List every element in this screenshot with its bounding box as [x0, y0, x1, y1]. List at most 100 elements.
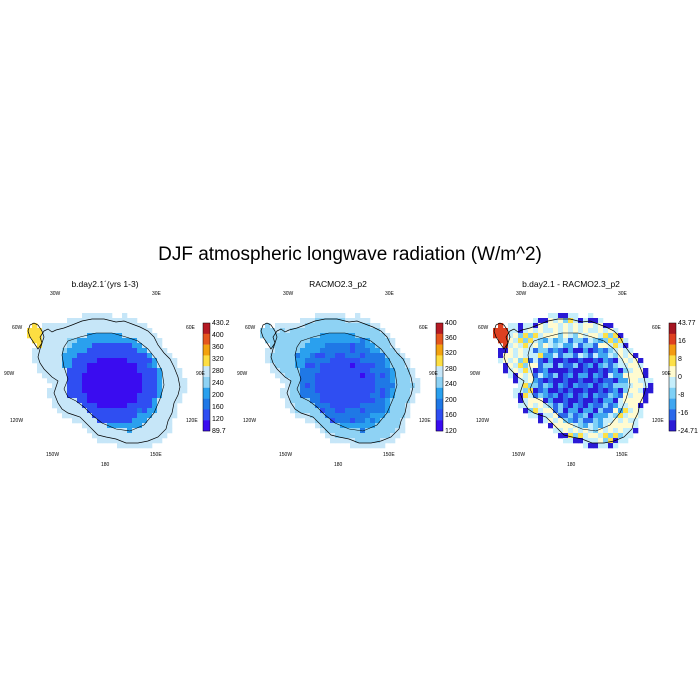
grid-cell [558, 378, 564, 384]
grid-cell [137, 373, 143, 379]
grid-cell [107, 323, 113, 329]
grid-cell [345, 328, 351, 334]
grid-cell [127, 378, 133, 384]
grid-cell [380, 408, 386, 414]
grid-cell [320, 348, 326, 354]
grid-cell [360, 408, 366, 414]
grid-cell [315, 408, 321, 414]
grid-cell [395, 383, 401, 389]
grid-cell [360, 358, 366, 364]
grid-cell [310, 348, 316, 354]
grid-cell [355, 408, 361, 414]
grid-cell [87, 393, 93, 399]
grid-cell [92, 328, 98, 334]
grid-cell [147, 423, 153, 429]
grid-cell [568, 383, 574, 389]
grid-cell [623, 408, 629, 414]
longitude-label: 150E [616, 452, 628, 458]
grid-cell [97, 338, 103, 344]
grid-cell [285, 403, 291, 409]
grid-cell [638, 398, 644, 404]
grid-cell [97, 368, 103, 374]
grid-cell [558, 388, 564, 394]
grid-cell [523, 338, 529, 344]
grid-cell [390, 393, 396, 399]
longitude-label: 120E [186, 418, 198, 424]
grid-cell [117, 358, 123, 364]
grid-cell [553, 403, 559, 409]
longitude-label: 30W [516, 291, 527, 297]
grid-cell [573, 323, 579, 329]
grid-cell [553, 363, 559, 369]
grid-cell [47, 378, 53, 384]
grid-cell [355, 368, 361, 374]
grid-cell [157, 413, 163, 419]
grid-cell [320, 358, 326, 364]
grid-cell [152, 343, 158, 349]
grid-cell [122, 328, 128, 334]
grid-cell [157, 418, 163, 424]
grid-cell [142, 328, 148, 334]
grid-cell [598, 403, 604, 409]
grid-cell [270, 338, 276, 344]
grid-cell [588, 433, 594, 439]
grid-cell [137, 328, 143, 334]
grid-cell [152, 393, 158, 399]
grid-cell [360, 393, 366, 399]
grid-cell [563, 413, 569, 419]
grid-cell [573, 328, 579, 334]
grid-cell [157, 353, 163, 359]
longitude-label: 180 [567, 462, 576, 468]
grid-cell [330, 438, 336, 444]
grid-cell [280, 323, 286, 329]
grid-cell [310, 338, 316, 344]
grid-cell [52, 348, 58, 354]
grid-cell [350, 433, 356, 439]
grid-cell [623, 358, 629, 364]
grid-cell [117, 318, 123, 324]
grid-cell [77, 333, 83, 339]
longitude-label: 60W [478, 325, 489, 331]
grid-cell [87, 428, 93, 434]
grid-cell [310, 398, 316, 404]
grid-cell [498, 333, 504, 339]
grid-cell [285, 398, 291, 404]
colorbar-tick-label: 120 [445, 427, 457, 435]
grid-cell [270, 358, 276, 364]
grid-cell [553, 373, 559, 379]
colorbar-tick-label: 360 [445, 334, 457, 342]
grid-cell [543, 418, 549, 424]
grid-cell [553, 428, 559, 434]
grid-cell [295, 403, 301, 409]
grid-cell [528, 323, 534, 329]
grid-cell [608, 353, 614, 359]
grid-cell [623, 338, 629, 344]
grid-cell [598, 328, 604, 334]
grid-cell [385, 408, 391, 414]
grid-cell [593, 333, 599, 339]
colorbar-tick-label: 280 [212, 367, 224, 375]
grid-cell [305, 338, 311, 344]
grid-cell [598, 423, 604, 429]
grid-cell [543, 338, 549, 344]
grid-cell [548, 353, 554, 359]
grid-cell [162, 413, 168, 419]
grid-cell [350, 428, 356, 434]
grid-cell [335, 328, 341, 334]
grid-cell [573, 418, 579, 424]
grid-cell [325, 378, 331, 384]
grid-cell [618, 438, 624, 444]
grid-cell [598, 408, 604, 414]
grid-cell [638, 413, 644, 419]
grid-cell [578, 423, 584, 429]
grid-cell [558, 383, 564, 389]
grid-cell [325, 368, 331, 374]
grid-cell [618, 378, 624, 384]
grid-cell [320, 408, 326, 414]
grid-cell [528, 378, 534, 384]
grid-cell [360, 388, 366, 394]
grid-cell [375, 323, 381, 329]
grid-cell [330, 343, 336, 349]
grid-cell [538, 393, 544, 399]
grid-cell [137, 323, 143, 329]
